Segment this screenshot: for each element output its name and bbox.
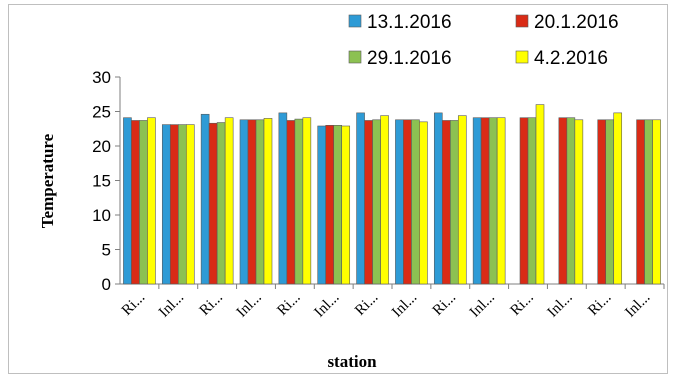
bar (139, 120, 148, 285)
bar (131, 120, 140, 285)
bar (605, 119, 615, 285)
x-category-label: Inl... (389, 290, 420, 321)
bar (224, 117, 234, 285)
legend-label: 20.1.2016 (534, 12, 619, 33)
bar (294, 118, 304, 285)
bar (527, 117, 537, 285)
x-category-label: Ri... (585, 290, 614, 319)
bar (123, 117, 132, 285)
bar (169, 124, 179, 285)
bar (177, 124, 187, 285)
bar (333, 125, 343, 285)
bar (185, 124, 195, 285)
y-tick-label: 15 (92, 172, 111, 191)
x-category-label: Ri... (430, 290, 459, 319)
bar (411, 119, 420, 285)
bar (441, 120, 451, 285)
x-category-label: Inl... (622, 290, 653, 321)
bar (566, 117, 576, 285)
bar (488, 117, 498, 285)
bar (403, 119, 412, 285)
bar (449, 120, 459, 285)
bar (208, 122, 218, 285)
bar (419, 121, 428, 285)
bar (147, 117, 156, 285)
legend-swatch (348, 14, 362, 28)
y-tick-label: 5 (102, 241, 111, 260)
x-category-label: Ri... (119, 290, 148, 319)
bar (644, 119, 653, 285)
bar (480, 117, 490, 285)
bar (652, 119, 661, 285)
y-tick-label: 30 (92, 68, 111, 87)
bar (302, 117, 312, 285)
y-tick-label: 20 (92, 137, 111, 156)
legend-label: 13.1.2016 (367, 12, 452, 33)
legend-label: 4.2.2016 (534, 48, 608, 69)
y-axis-title: Temperature (38, 133, 57, 228)
y-tick-label: 10 (92, 206, 111, 225)
x-axis-title: station (327, 352, 377, 371)
bar (239, 119, 249, 285)
bar (325, 125, 335, 285)
bar (636, 119, 645, 285)
x-category-label: Ri... (274, 290, 303, 319)
bar (372, 119, 381, 285)
bar (200, 113, 210, 285)
bar (613, 112, 623, 285)
bar (380, 115, 389, 285)
x-category-label: Inl... (156, 290, 187, 321)
x-category-label: Ri... (352, 290, 381, 319)
bar (286, 120, 296, 285)
x-category-label: Ri... (508, 290, 537, 319)
x-category-label: Ri... (197, 290, 226, 319)
bar (278, 112, 288, 285)
bar (433, 112, 443, 285)
x-category-label: Inl... (234, 290, 265, 321)
bar (364, 120, 373, 285)
y-tick-label: 25 (92, 103, 111, 122)
bar (247, 119, 257, 285)
chart-frame: 0 5 10 15 20 25 30 Ri... Inl... Ri... Inl... Ri... I… (8, 4, 668, 374)
bar (317, 125, 327, 285)
bar (263, 118, 273, 285)
bar (558, 117, 568, 285)
bar (496, 117, 506, 285)
bar (472, 117, 482, 285)
bar (341, 125, 351, 285)
y-tick-label: 0 (102, 275, 111, 294)
temperature-bar-chart: 0 5 10 15 20 25 30 Ri... Inl... Ri... Inl... Ri... I… (38, 12, 665, 371)
bar (161, 124, 171, 285)
x-category-label: Inl... (467, 290, 498, 321)
bar (597, 119, 607, 285)
bar (356, 112, 365, 285)
bar (255, 119, 265, 285)
bar (457, 115, 467, 285)
bar (519, 117, 529, 285)
legend-swatch (515, 14, 529, 28)
bar (395, 119, 404, 285)
bar (574, 119, 584, 285)
x-category-label: Inl... (311, 290, 342, 321)
bar (216, 122, 226, 285)
legend-swatch (515, 50, 529, 64)
legend-swatch (348, 50, 362, 64)
legend-label: 29.1.2016 (367, 48, 452, 69)
bar (535, 104, 545, 285)
x-category-label: Inl... (545, 290, 576, 321)
